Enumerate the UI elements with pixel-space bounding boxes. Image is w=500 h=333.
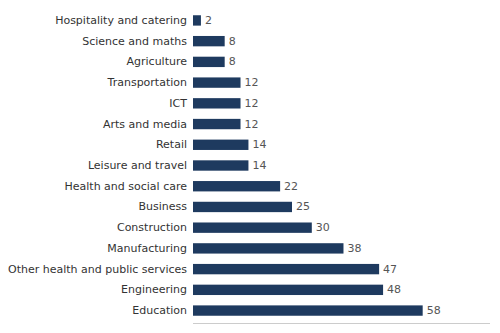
bar (193, 264, 379, 274)
value-label: 12 (245, 76, 259, 89)
category-label: Science and maths (82, 35, 187, 48)
value-label: 12 (245, 118, 259, 131)
value-label: 48 (387, 283, 401, 296)
chart: 58 Education 48 Engineering 47 Other health a… (0, 0, 500, 333)
category-label: Education (132, 304, 187, 317)
bar (193, 98, 241, 108)
value-label: 38 (347, 242, 361, 255)
bar (193, 36, 225, 46)
bar (193, 222, 312, 232)
value-label: 8 (229, 35, 236, 48)
bar (193, 202, 292, 212)
value-label: 25 (296, 200, 310, 213)
category-label: Construction (117, 221, 187, 234)
category-label: Business (138, 200, 187, 213)
bar (193, 140, 248, 150)
bar (193, 160, 248, 170)
bar (193, 305, 423, 315)
category-label: Transportation (107, 76, 187, 89)
value-label: 14 (252, 138, 266, 151)
bar (193, 243, 343, 253)
bar (193, 285, 383, 295)
category-label: ICT (169, 97, 187, 110)
value-label: 30 (316, 221, 330, 234)
value-label: 2 (205, 14, 212, 27)
value-label: 58 (427, 304, 441, 317)
value-label: 47 (383, 263, 397, 276)
value-label: 22 (284, 180, 298, 193)
bar (193, 57, 225, 67)
bar (193, 181, 280, 191)
category-label: Agriculture (127, 55, 188, 68)
category-label: Other health and public services (8, 263, 187, 276)
category-label: Health and social care (64, 180, 187, 193)
category-label: Engineering (121, 283, 187, 296)
value-label: 8 (229, 55, 236, 68)
category-label: Hospitality and catering (55, 14, 187, 27)
bar (193, 15, 201, 25)
category-label: Retail (156, 138, 187, 151)
value-label: 12 (245, 97, 259, 110)
x-axis-line (193, 323, 490, 324)
bar (193, 119, 241, 129)
bar (193, 77, 241, 87)
category-label: Arts and media (103, 118, 187, 131)
bars (193, 15, 423, 315)
value-label: 14 (252, 159, 266, 172)
category-label: Manufacturing (107, 242, 187, 255)
category-label: Leisure and travel (88, 159, 187, 172)
